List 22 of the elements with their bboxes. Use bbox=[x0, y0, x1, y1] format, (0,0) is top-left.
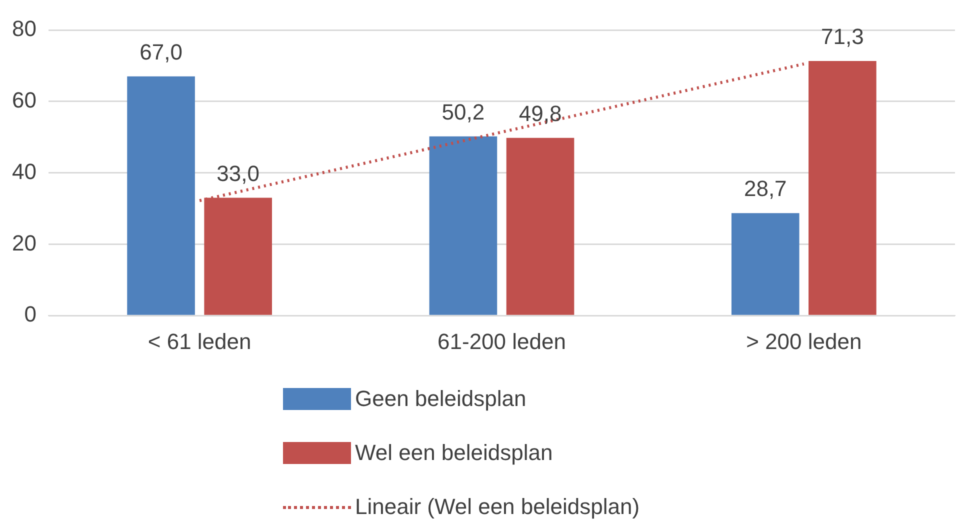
data-label: 50,2 bbox=[442, 99, 485, 124]
y-tick-label: 20 bbox=[12, 230, 36, 256]
y-tick-label: 60 bbox=[12, 87, 36, 112]
bar bbox=[808, 61, 876, 315]
data-label: 71,3 bbox=[821, 24, 864, 50]
x-tick-label: 61-200 leden bbox=[438, 328, 566, 354]
data-label: 49,8 bbox=[518, 100, 562, 126]
x-tick-label: < 61 leden bbox=[148, 328, 252, 354]
data-label: 67,0 bbox=[140, 39, 182, 64]
legend-label: Geen beleidsplan bbox=[355, 386, 526, 412]
legend-label: Wel een beleidsplan bbox=[355, 440, 553, 466]
y-tick-label: 0 bbox=[24, 302, 36, 327]
bar bbox=[731, 213, 800, 315]
bar bbox=[127, 76, 195, 315]
bar bbox=[506, 138, 574, 315]
data-label: 33,0 bbox=[216, 160, 260, 186]
data-label: 28,7 bbox=[744, 176, 787, 202]
y-tick-label: 40 bbox=[12, 158, 36, 184]
bar bbox=[429, 136, 498, 315]
x-tick-label: > 200 leden bbox=[746, 328, 862, 354]
legend-label: Lineair (Wel een beleidsplan) bbox=[355, 494, 640, 520]
y-tick-label: 80 bbox=[12, 16, 36, 42]
